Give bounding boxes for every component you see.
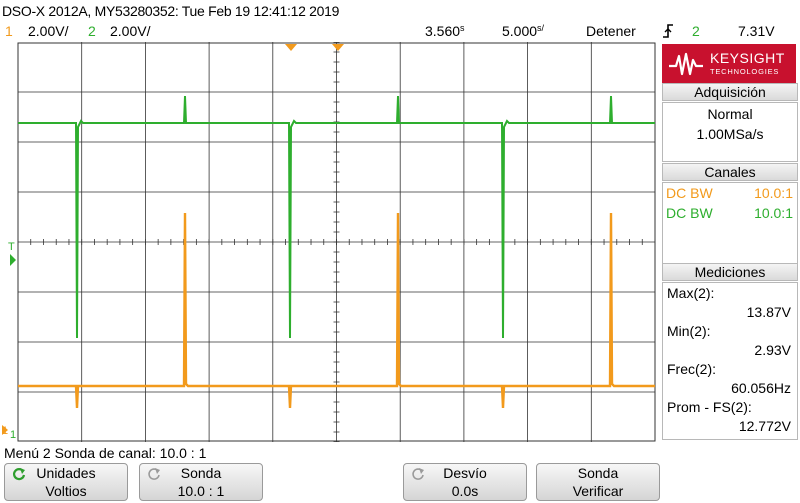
trigger-level-label: T bbox=[8, 241, 15, 253]
softkey-label: Sonda bbox=[180, 465, 222, 481]
ch2-number[interactable]: 2 bbox=[88, 23, 96, 39]
rotate-arrow-icon bbox=[411, 467, 425, 484]
traces bbox=[18, 95, 655, 409]
delay-marker-icon bbox=[285, 44, 297, 51]
measurement-frequency[interactable]: Frec(2): 60.056Hz bbox=[663, 360, 797, 398]
softkey-menu: Menú 2 Sonda de canal: 10.0 : 1 Unidades… bbox=[0, 443, 800, 503]
measurement-value: 60.056Hz bbox=[731, 380, 791, 396]
delay-unit: s bbox=[460, 23, 465, 33]
window-title: DSO-X 2012A, MY53280352: Tue Feb 19 12:4… bbox=[2, 3, 340, 19]
ch1-coupling: DC BW bbox=[666, 185, 713, 201]
trigger-level[interactable]: 7.31V bbox=[738, 23, 775, 39]
logo-name: KEYSIGHT bbox=[710, 50, 785, 66]
ch1-trace bbox=[18, 212, 655, 409]
measurements-header[interactable]: Mediciones bbox=[662, 263, 798, 281]
measurement-value: 12.772V bbox=[738, 418, 791, 434]
measurement-max[interactable]: Max(2): 13.87V bbox=[663, 284, 797, 322]
measurement-label: Max(2): bbox=[667, 285, 715, 301]
rotate-arrow-icon bbox=[147, 467, 161, 484]
ch1-ground-label: 1 bbox=[2, 425, 8, 437]
trigger-position-marker-icon bbox=[332, 44, 344, 51]
ch2-probe: 10.0:1 bbox=[754, 205, 793, 221]
ch2-level-marker-icon bbox=[10, 254, 16, 266]
waveform-display[interactable]: T 1 1 bbox=[0, 42, 660, 442]
ch2-trace bbox=[18, 95, 655, 339]
acquisition-mode: Normal bbox=[707, 106, 753, 122]
skew-softkey[interactable]: Desvío 0.0s bbox=[403, 463, 527, 501]
softkey-label: Desvío bbox=[443, 465, 487, 481]
horizontal-delay[interactable]: 3.560s bbox=[425, 23, 465, 39]
measurement-average[interactable]: Prom - FS(2): 12.772V bbox=[663, 398, 797, 436]
channels-box: DC BW 10.0:1 DC BW 10.0:1 bbox=[662, 182, 798, 264]
keysight-wave-icon bbox=[669, 52, 703, 76]
ch1-scale[interactable]: 2.00V/ bbox=[28, 23, 69, 39]
softkey-value: 10.0 : 1 bbox=[177, 483, 225, 499]
graticule bbox=[17, 42, 656, 442]
trigger-rising-edge-icon bbox=[662, 22, 674, 43]
screen-markers bbox=[2, 44, 344, 435]
softkey-value: Voltios bbox=[45, 483, 87, 499]
timebase-value: 5.000 bbox=[502, 23, 538, 39]
timebase-unit: s/ bbox=[537, 23, 545, 33]
measurement-value: 13.87V bbox=[746, 304, 791, 320]
acquisition-header[interactable]: Adquisición bbox=[662, 83, 798, 101]
measurement-label: Frec(2): bbox=[667, 361, 716, 377]
side-panel: KEYSIGHT TECHNOLOGIES Adquisición Normal… bbox=[660, 42, 800, 442]
units-softkey[interactable]: Unidades Voltios bbox=[4, 463, 128, 501]
probe-check-softkey[interactable]: Sonda Verificar bbox=[536, 463, 660, 501]
measurement-value: 2.93V bbox=[754, 342, 791, 358]
timebase[interactable]: 5.000s/ bbox=[502, 23, 544, 39]
acquisition-box: Normal 1.00MSa/s bbox=[662, 102, 798, 162]
channel-row-2[interactable]: DC BW 10.0:1 bbox=[663, 203, 797, 223]
softkey-label: Unidades bbox=[36, 465, 96, 481]
channels-header[interactable]: Canales bbox=[662, 163, 798, 181]
delay-value: 3.560 bbox=[425, 23, 461, 39]
ch2-coupling: DC BW bbox=[666, 205, 713, 221]
measurement-min[interactable]: Min(2): 2.93V bbox=[663, 322, 797, 360]
keysight-logo: KEYSIGHT TECHNOLOGIES bbox=[662, 44, 796, 84]
ch2-scale[interactable]: 2.00V/ bbox=[110, 23, 151, 39]
softkey-value: Verificar bbox=[572, 483, 624, 499]
ch1-number[interactable]: 1 bbox=[5, 23, 13, 39]
probe-ratio-softkey[interactable]: Sonda 10.0 : 1 bbox=[139, 463, 263, 501]
softkey-label: Sonda bbox=[577, 465, 619, 481]
measurement-label: Min(2): bbox=[667, 323, 711, 339]
waveform-svg: T 1 1 bbox=[2, 42, 656, 442]
status-bar: 1 2.00V/ 2 2.00V/ 3.560s 5.000s/ Detener… bbox=[0, 22, 800, 42]
ch2-marker-label: 1 bbox=[10, 429, 16, 441]
softkey-value: 0.0s bbox=[451, 483, 479, 499]
run-state[interactable]: Detener bbox=[586, 23, 636, 39]
logo-subtitle: TECHNOLOGIES bbox=[710, 67, 780, 76]
channel-row-1[interactable]: DC BW 10.0:1 bbox=[663, 183, 797, 203]
rotate-arrow-icon bbox=[12, 467, 26, 484]
acquisition-rate: 1.00MSa/s bbox=[696, 126, 764, 142]
measurements-box: Max(2): 13.87V Min(2): 2.93V Frec(2): 60… bbox=[662, 282, 798, 440]
menu-title: Menú 2 Sonda de canal: 10.0 : 1 bbox=[4, 445, 207, 461]
trigger-channel[interactable]: 2 bbox=[692, 23, 700, 39]
measurement-label: Prom - FS(2): bbox=[667, 399, 752, 415]
ch1-ground-marker-icon bbox=[2, 425, 8, 435]
ch1-probe: 10.0:1 bbox=[754, 185, 793, 201]
